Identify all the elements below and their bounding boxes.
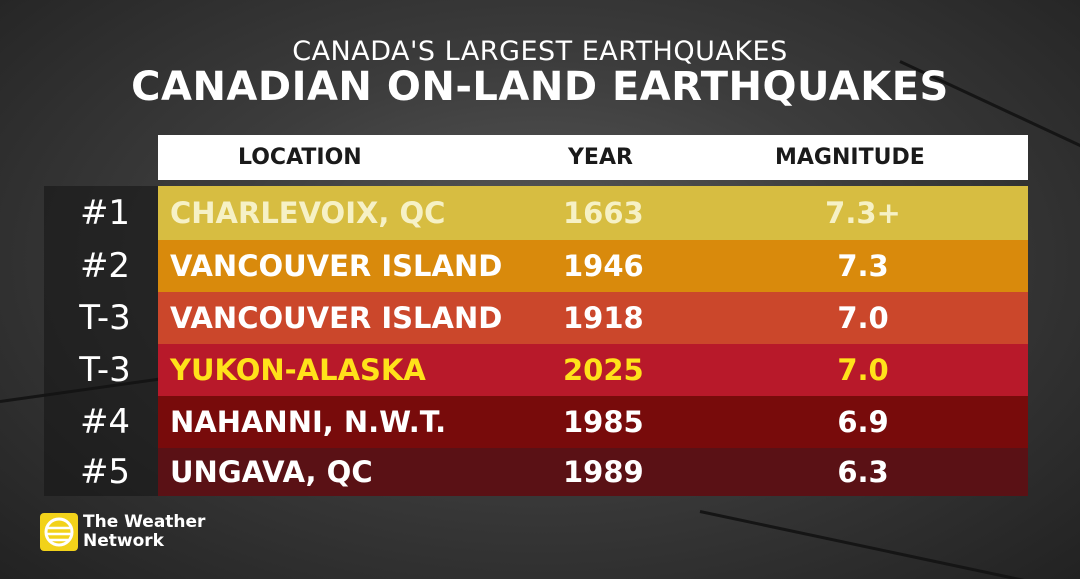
logo-globe: [44, 517, 74, 547]
table-row: YUKON-ALASKA 2025 7.0: [158, 344, 1028, 396]
location: UNGAVA, QC: [170, 455, 373, 489]
year: 1985: [563, 405, 644, 439]
logo-line: The Weather: [83, 512, 206, 532]
magnitude: 6.3: [837, 455, 889, 489]
column-header: YEAR: [568, 145, 633, 170]
table-row: UNGAVA, QC 1989 6.3: [158, 448, 1028, 496]
logo-text: The Weather Network: [83, 513, 205, 551]
column-header: LOCATION: [238, 145, 362, 170]
magnitude: 7.0: [837, 301, 889, 335]
year: 1989: [563, 455, 644, 489]
rank: #5: [79, 452, 131, 492]
location: YUKON-ALASKA: [170, 353, 426, 387]
column-header: MAGNITUDE: [775, 145, 925, 170]
table-row: VANCOUVER ISLAND 1946 7.3: [158, 240, 1028, 292]
crack: [699, 510, 1073, 579]
location: CHARLEVOIX, QC: [170, 196, 446, 230]
table-row: CHARLEVOIX, QC 1663 7.3+: [158, 186, 1028, 240]
year: 2025: [563, 353, 644, 387]
location: VANCOUVER ISLAND: [170, 249, 503, 283]
magnitude: 6.9: [837, 405, 889, 439]
rank: #4: [79, 402, 131, 442]
table-row: VANCOUVER ISLAND 1918 7.0: [158, 292, 1028, 344]
year: 1663: [563, 196, 644, 230]
title: CANADIAN ON-LAND EARTHQUAKES: [131, 64, 949, 110]
logo-icon: [40, 513, 78, 551]
rank: #2: [79, 246, 131, 286]
table-header: LOCATION YEAR MAGNITUDE: [158, 135, 1028, 180]
location: VANCOUVER ISLAND: [170, 301, 503, 335]
location: NAHANNI, N.W.T.: [170, 405, 447, 439]
year: 1946: [563, 249, 644, 283]
year: 1918: [563, 301, 644, 335]
logo-line: Network: [83, 531, 164, 551]
subtitle: CANADA'S LARGEST EARTHQUAKES: [292, 36, 788, 67]
table-row: NAHANNI, N.W.T. 1985 6.9: [158, 396, 1028, 448]
rank: T-3: [79, 298, 131, 338]
rank: T-3: [79, 350, 131, 390]
magnitude: 7.3: [837, 249, 889, 283]
magnitude: 7.0: [837, 353, 889, 387]
magnitude: 7.3+: [825, 196, 901, 230]
rank: #1: [79, 193, 131, 233]
